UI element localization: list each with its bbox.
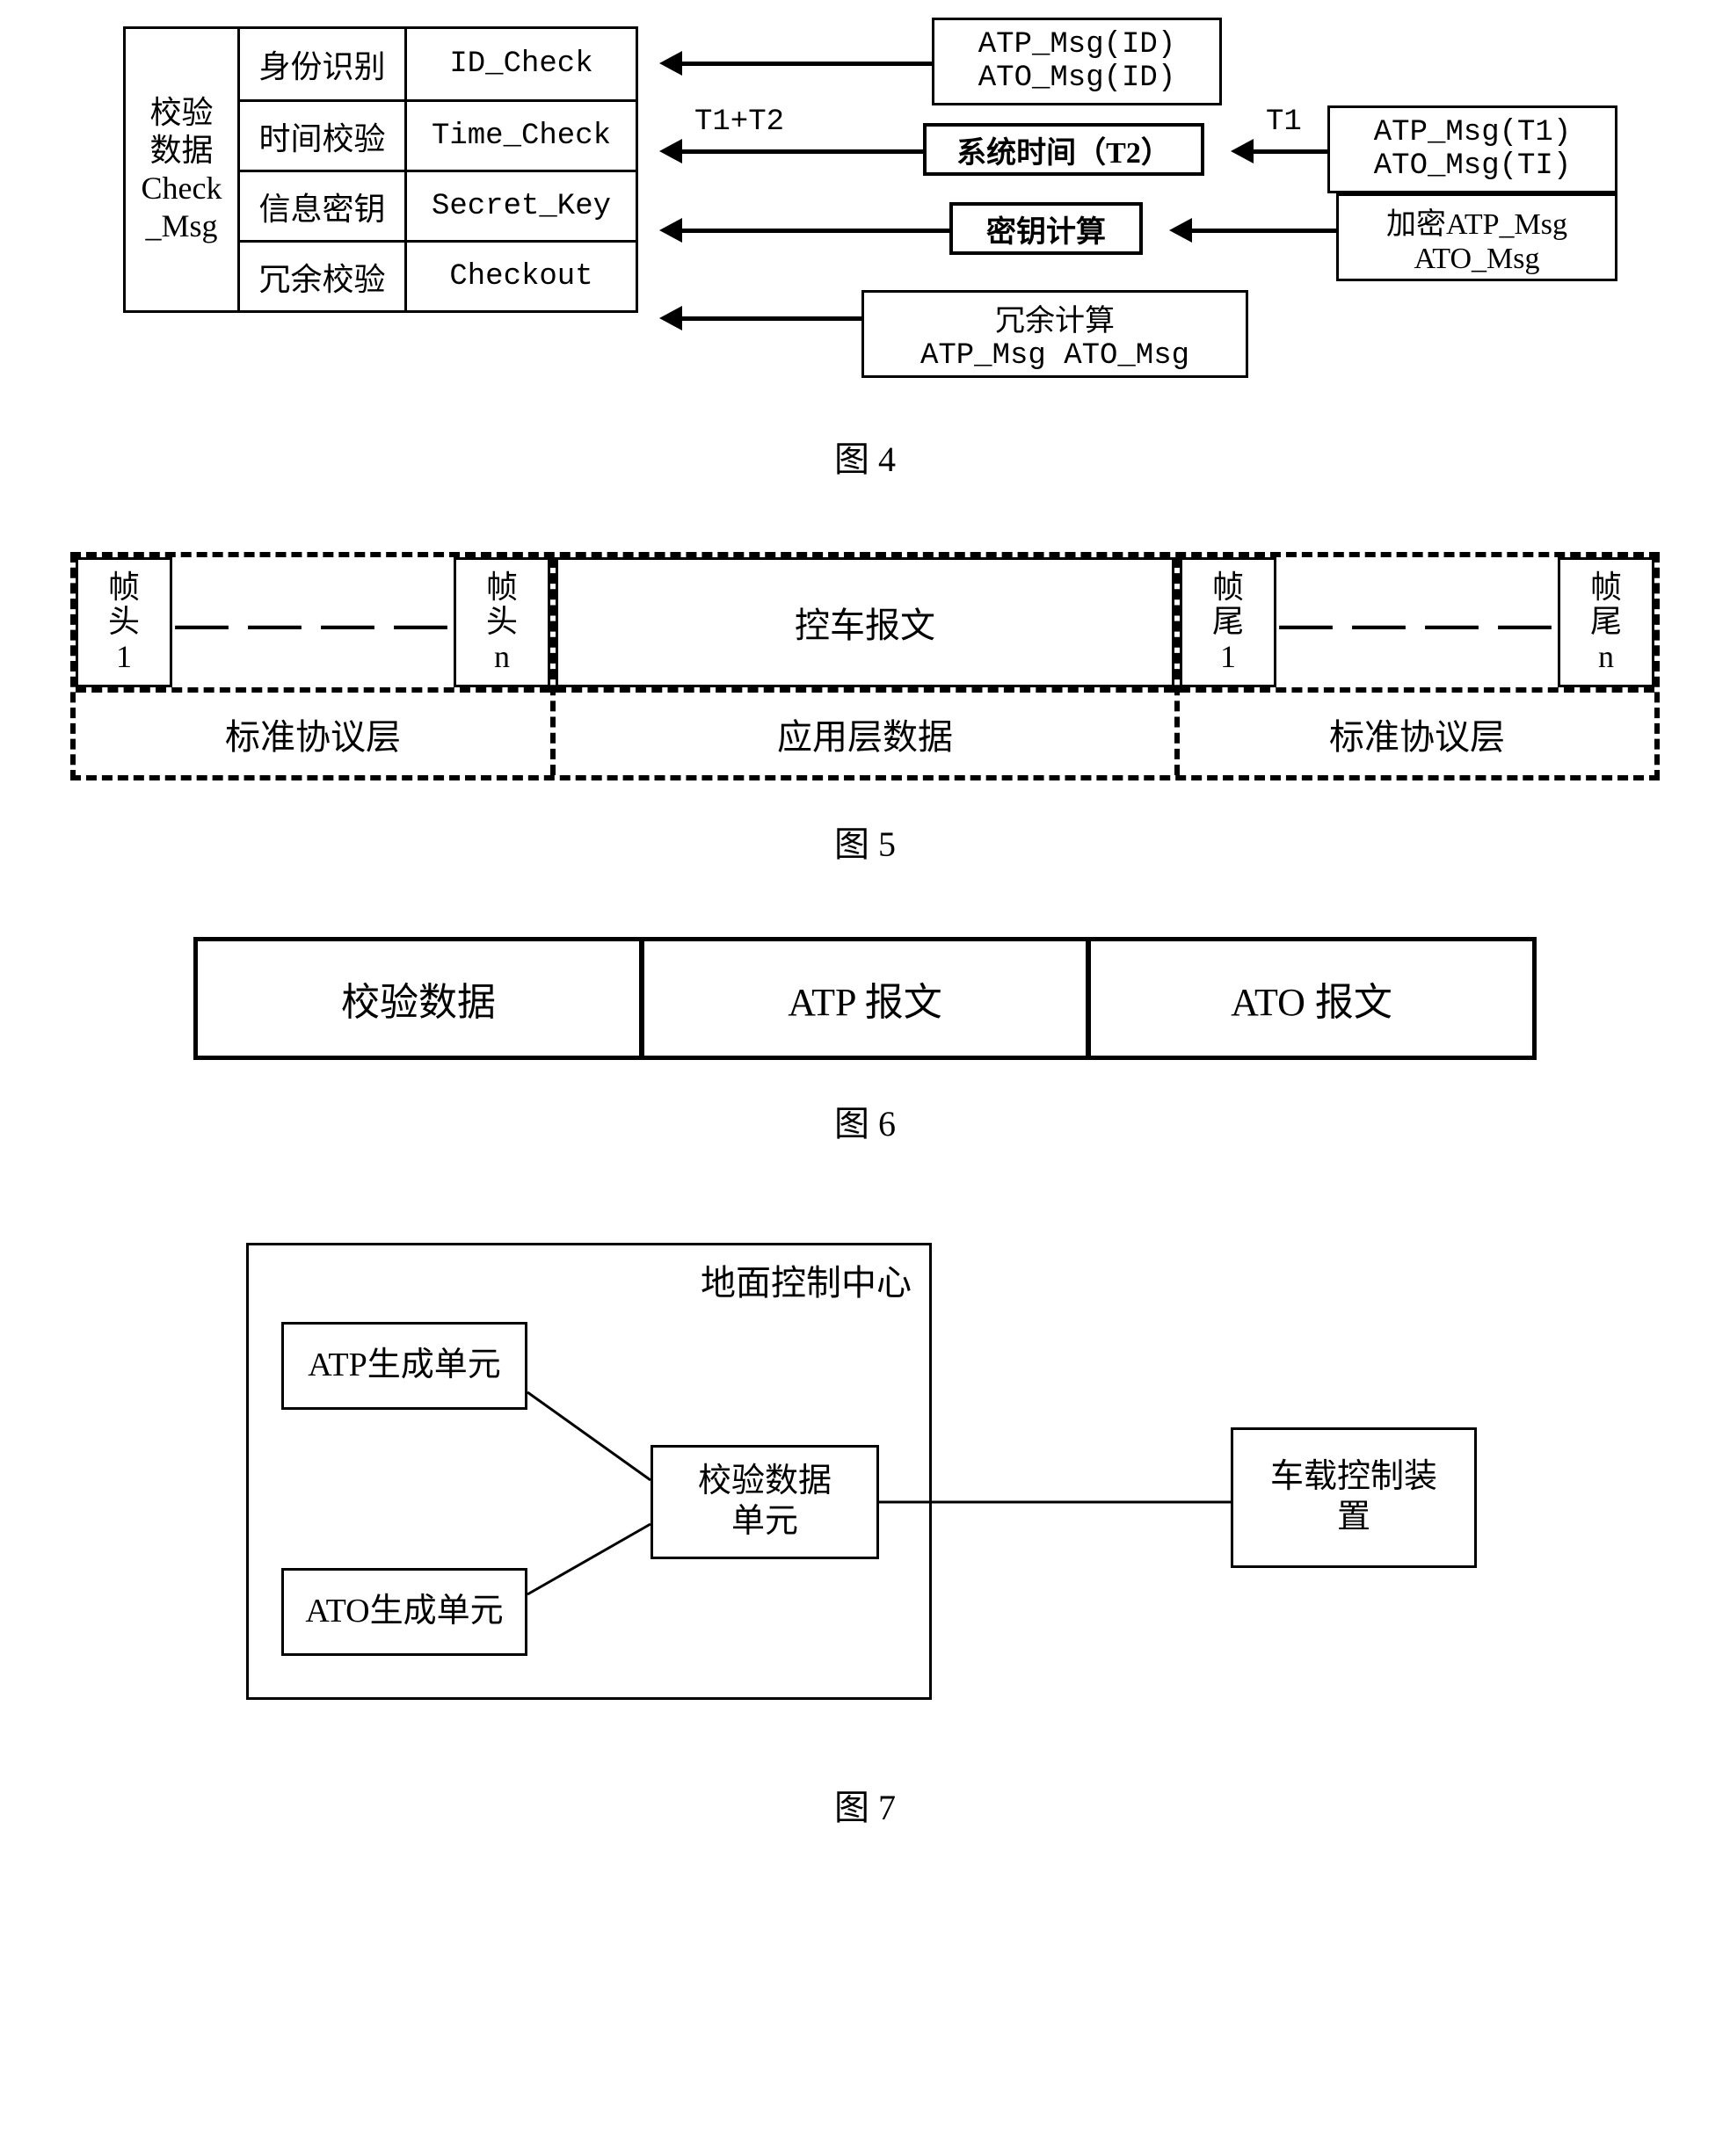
frame-head-n: 帧 头 n <box>454 557 550 687</box>
edge-label-t1: T1 <box>1266 105 1302 139</box>
check-en-checkout: Checkout <box>407 243 636 310</box>
node-ato-gen: ATO生成单元 <box>281 1568 527 1656</box>
node-enc-l2: ATO_Msg <box>1386 243 1567 276</box>
node-atp-id: ATP_Msg(ID) ATO_Msg(ID) <box>932 18 1222 105</box>
check-cn-id: 身份识别 <box>240 29 407 99</box>
node-enc-l1: 加密ATP_Msg <box>1386 200 1567 243</box>
fig6-row: 校验数据 ATP 报文 ATO 报文 <box>193 937 1537 1060</box>
check-row-id: 身份识别 ID_Check <box>240 29 636 99</box>
node-key-calc: 密钥计算 <box>949 202 1143 255</box>
node-check-unit: 校验数据 单元 <box>651 1445 879 1559</box>
fig5-mid-bottom: 应用层数据 <box>556 687 1174 775</box>
fig5-col-mid: 控车报文 应用层数据 <box>550 557 1180 775</box>
figure-5-label: 图 5 <box>18 816 1712 867</box>
node-redund-l2: ATP_Msg ATO_Msg <box>920 339 1189 373</box>
node-atp-t1: ATP_Msg(T1) ATO_Msg(TI) <box>1327 105 1617 193</box>
node-key-calc-text: 密钥计算 <box>986 207 1106 250</box>
check-row-time: 时间校验 Time_Check <box>240 99 636 170</box>
frame-head-1: 帧 头 1 <box>76 557 172 687</box>
node-atp-gen-text: ATP生成单元 <box>308 1346 501 1386</box>
node-ato-gen-text: ATO生成单元 <box>305 1592 503 1632</box>
arrow-head-icon <box>659 218 682 243</box>
fig5-col-right: 帧 尾 1 — — — — 帧 尾 n 标准协议层 <box>1180 557 1654 775</box>
figure-5: 帧 头 1 — — — — 帧 头 n 标准协议层 控车报文 应用层数据 帧 尾… <box>18 552 1712 867</box>
fig5-right-bottom: 标准协议层 <box>1180 687 1654 775</box>
node-enc: 加密ATP_Msg ATO_Msg <box>1336 193 1617 281</box>
frame-tail-n: 帧 尾 n <box>1558 557 1654 687</box>
frame-tail-dash: — — — — <box>1276 592 1558 653</box>
figure-4: 校验 数据 Check _Msg 身份识别 ID_Check 时间校验 Time… <box>18 18 1712 482</box>
arrow-line <box>1192 229 1336 233</box>
check-msg-rows: 身份识别 ID_Check 时间校验 Time_Check 信息密钥 Secre… <box>240 29 636 310</box>
figure-7-label: 图 7 <box>18 1779 1712 1830</box>
arrow-head-icon <box>1169 218 1192 243</box>
fig5-col-left: 帧 头 1 — — — — 帧 头 n 标准协议层 <box>76 557 550 775</box>
check-cn-checkout: 冗余校验 <box>240 243 407 310</box>
figure-6-label: 图 6 <box>18 1095 1712 1146</box>
node-check-unit-text: 校验数据 单元 <box>698 1462 832 1542</box>
arrow-head-icon <box>659 306 682 330</box>
node-redund-l1: 冗余计算 <box>920 296 1189 339</box>
frame-tail-1: 帧 尾 1 <box>1180 557 1276 687</box>
figure-6: 校验数据 ATP 报文 ATO 报文 图 6 <box>18 937 1712 1146</box>
arrow-line <box>682 149 923 154</box>
control-msg-cell: 控车报文 <box>556 557 1174 687</box>
arrow-line <box>1254 149 1327 154</box>
fig5-left-bottom: 标准协议层 <box>76 687 550 775</box>
edge-label-t1t2: T1+T2 <box>694 105 784 139</box>
arrow-line <box>682 62 932 66</box>
fig6-cell-check: 校验数据 <box>198 941 639 1056</box>
check-cn-time: 时间校验 <box>240 102 407 170</box>
node-sys-time-text: 系统时间（T2） <box>956 128 1171 171</box>
check-cn-key: 信息密钥 <box>240 172 407 240</box>
check-en-id: ID_Check <box>407 29 636 99</box>
node-sys-time: 系统时间（T2） <box>923 123 1204 176</box>
node-atp-t1-l1: ATP_Msg(T1) <box>1374 116 1571 149</box>
check-row-checkout: 冗余校验 Checkout <box>240 240 636 310</box>
check-msg-table: 校验 数据 Check _Msg 身份识别 ID_Check 时间校验 Time… <box>123 26 638 313</box>
node-atp-gen: ATP生成单元 <box>281 1322 527 1410</box>
fig4-canvas: 校验 数据 Check _Msg 身份识别 ID_Check 时间校验 Time… <box>18 18 1712 396</box>
ground-control-label: 地面控制中心 <box>701 1254 912 1305</box>
figure-7: 地面控制中心 ATP生成单元 ATO生成单元 校验数据 单元 车载控制装 置 图… <box>18 1216 1712 1830</box>
check-row-key: 信息密钥 Secret_Key <box>240 170 636 240</box>
arrow-line <box>682 229 949 233</box>
node-atp-id-l1: ATP_Msg(ID) <box>978 28 1175 62</box>
node-atp-t1-l2: ATO_Msg(TI) <box>1374 149 1571 183</box>
arrow-head-icon <box>659 51 682 76</box>
frame-head-dash: — — — — <box>172 592 454 653</box>
check-msg-title: 校验 数据 Check _Msg <box>126 29 240 310</box>
check-en-key: Secret_Key <box>407 172 636 240</box>
node-onboard: 车载控制装 置 <box>1231 1427 1477 1568</box>
arrow-head-icon <box>659 139 682 163</box>
figure-4-label: 图 4 <box>18 431 1712 482</box>
node-atp-id-l2: ATO_Msg(ID) <box>978 62 1175 95</box>
fig5-right-top: 帧 尾 1 — — — — 帧 尾 n <box>1180 557 1654 687</box>
fig6-cell-ato: ATO 报文 <box>1086 941 1532 1056</box>
fig5-left-top: 帧 头 1 — — — — 帧 头 n <box>76 557 550 687</box>
check-en-time: Time_Check <box>407 102 636 170</box>
fig7-canvas: 地面控制中心 ATP生成单元 ATO生成单元 校验数据 单元 车载控制装 置 <box>18 1216 1712 1744</box>
fig5-frame: 帧 头 1 — — — — 帧 头 n 标准协议层 控车报文 应用层数据 帧 尾… <box>70 552 1660 780</box>
fig5-canvas: 帧 头 1 — — — — 帧 头 n 标准协议层 控车报文 应用层数据 帧 尾… <box>18 552 1712 780</box>
fig6-cell-atp: ATP 报文 <box>639 941 1086 1056</box>
node-onboard-text: 车载控制装 置 <box>1270 1457 1437 1537</box>
arrow-line <box>682 316 861 321</box>
node-redund: 冗余计算 ATP_Msg ATO_Msg <box>861 290 1248 378</box>
fig5-mid-top-row: 控车报文 <box>556 557 1174 687</box>
arrow-head-icon <box>1231 139 1254 163</box>
